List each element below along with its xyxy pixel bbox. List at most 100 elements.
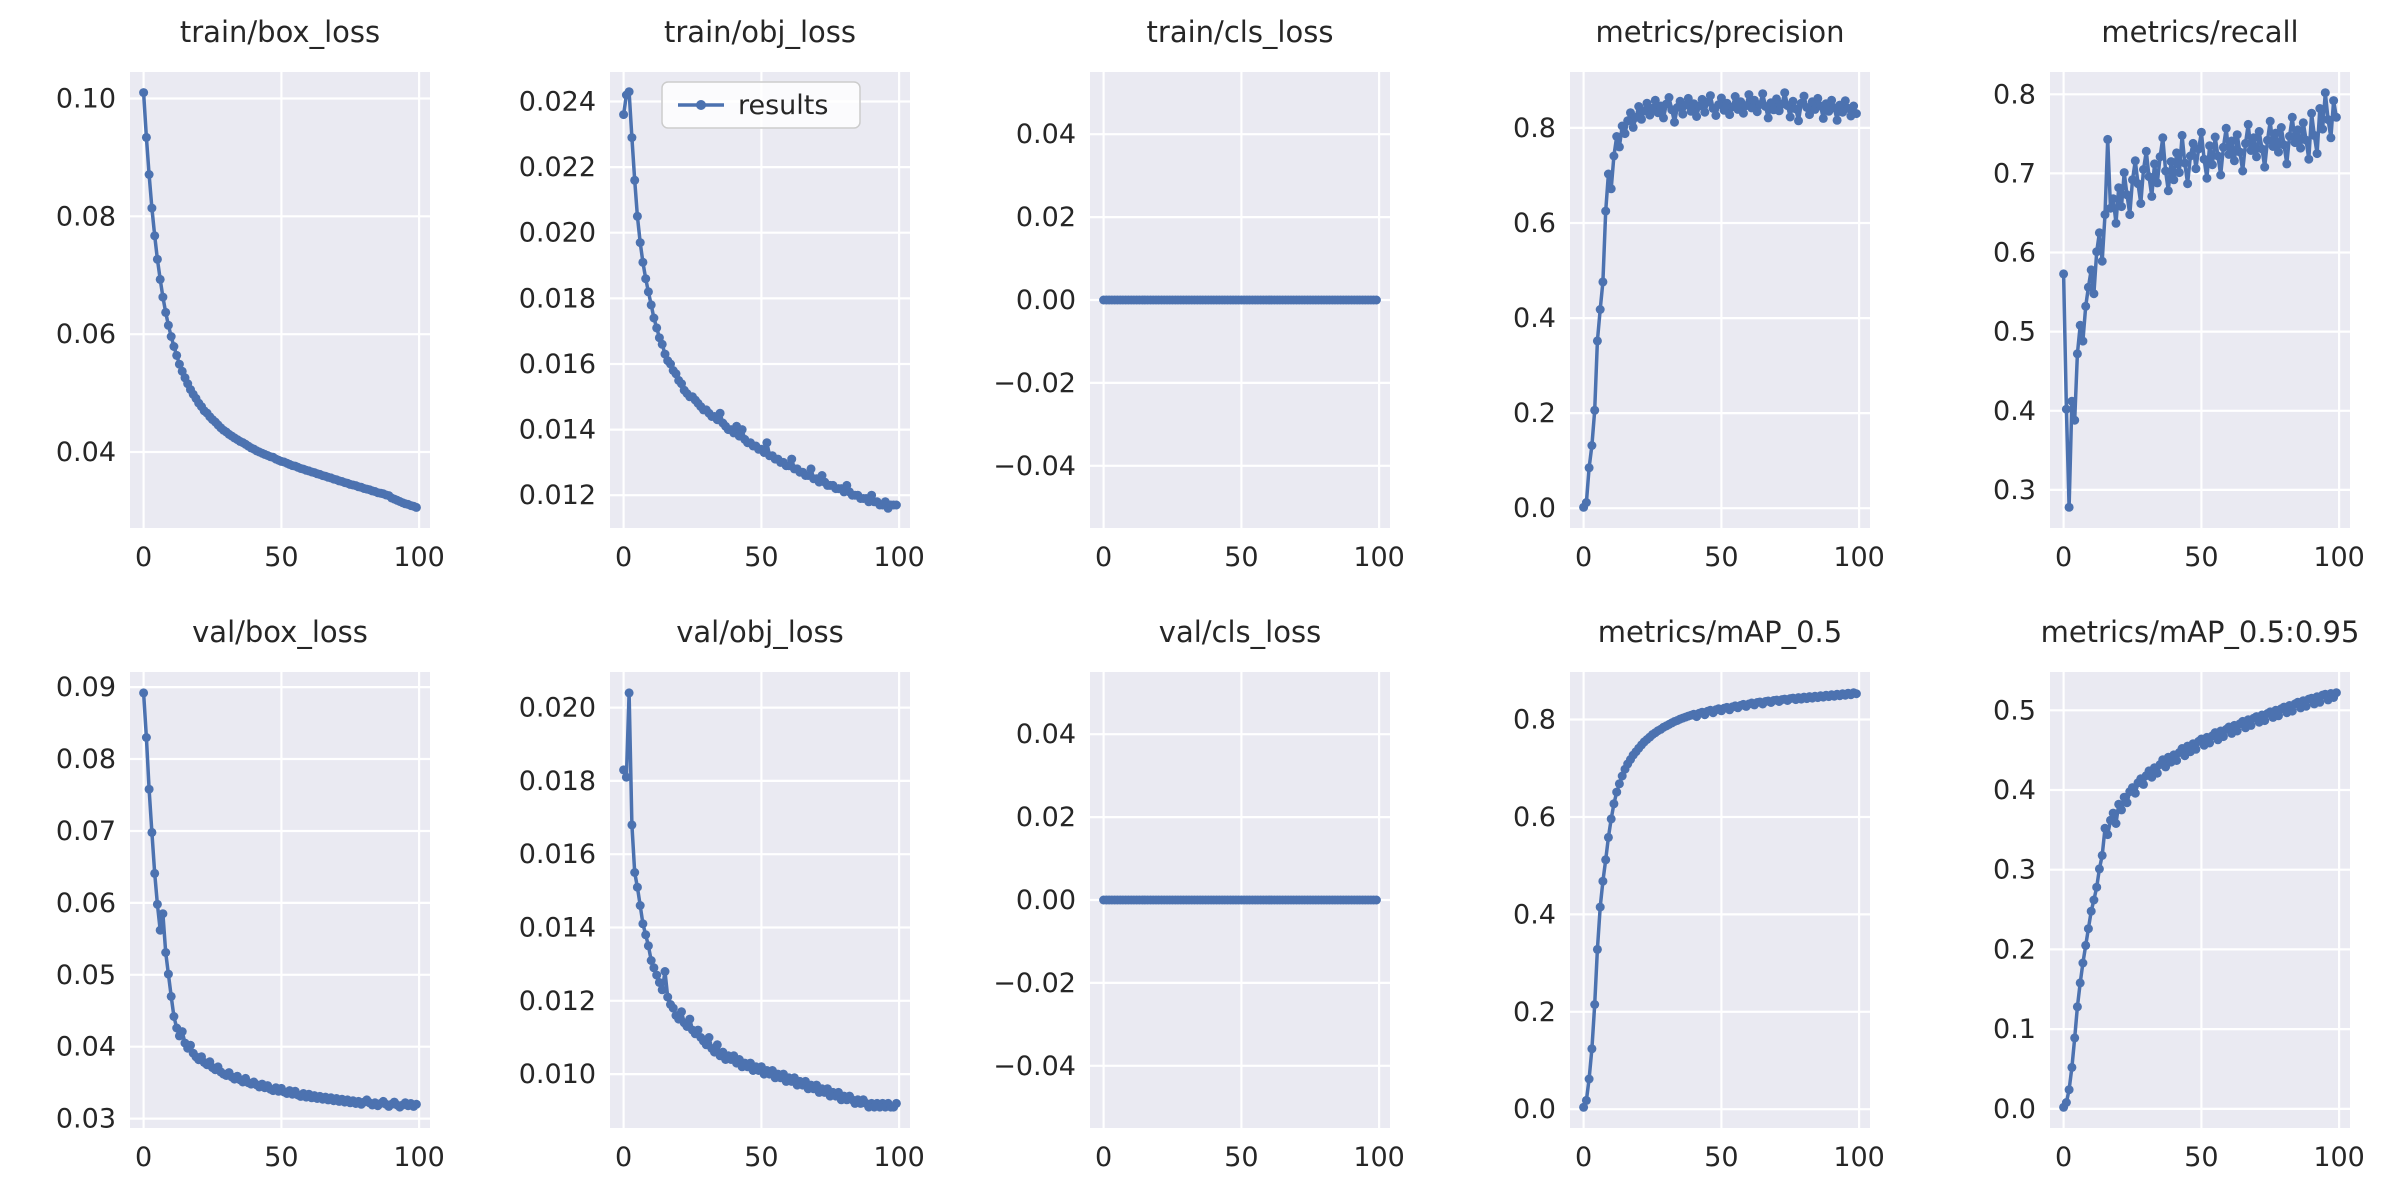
- svg-text:−0.02: −0.02: [993, 368, 1076, 399]
- svg-text:0.012: 0.012: [519, 480, 596, 511]
- svg-text:−0.02: −0.02: [993, 968, 1076, 999]
- svg-text:50: 50: [2184, 542, 2218, 573]
- svg-text:0.06: 0.06: [56, 888, 116, 919]
- chart-title: metrics/recall: [2101, 15, 2298, 49]
- chart-val-cls-loss: 0 50 100 −0.04 −0.02 0.00 0.02 0.04 val/cls_los…: [993, 615, 1405, 1173]
- svg-text:0.04: 0.04: [1016, 119, 1076, 150]
- svg-text:0: 0: [615, 1142, 632, 1173]
- svg-text:−0.04: −0.04: [993, 1051, 1076, 1082]
- svg-text:0.03: 0.03: [56, 1104, 116, 1135]
- data-series: [2059, 688, 2341, 1112]
- subplot-metrics-precision: 0 50 100 0.0 0.2 0.4 0.6 0.8 metrics/precision: [1440, 0, 1920, 600]
- svg-text:0.04: 0.04: [1016, 719, 1076, 750]
- grid-lines: [1570, 672, 1870, 1128]
- svg-text:0.8: 0.8: [1993, 79, 2036, 110]
- chart-title: val/cls_loss: [1159, 615, 1321, 649]
- svg-text:0: 0: [615, 542, 632, 573]
- chart-title: val/obj_loss: [676, 615, 844, 649]
- svg-text:50: 50: [2184, 1142, 2218, 1173]
- svg-text:100: 100: [1353, 1142, 1405, 1173]
- svg-text:0: 0: [1095, 1142, 1112, 1173]
- svg-text:0.3: 0.3: [1993, 475, 2036, 506]
- grid-lines: [610, 72, 910, 528]
- svg-text:50: 50: [744, 542, 778, 573]
- chart-title: metrics/mAP_0.5: [1598, 615, 1842, 649]
- subplot-metrics-map-0-5: 0 50 100 0.0 0.2 0.4 0.6 0.8 metrics/mAP_0.5: [1440, 600, 1920, 1200]
- svg-text:0.5: 0.5: [1993, 695, 2036, 726]
- svg-text:0: 0: [2055, 542, 2072, 573]
- svg-text:0.1: 0.1: [1993, 1014, 2036, 1045]
- chart-train-box-loss: 0 50 100 0.04 0.06 0.08 0.10 train/box_loss: [56, 15, 445, 574]
- tick-labels: 0 50 100 0.0 0.1 0.2 0.3 0.4 0.5: [1993, 695, 2365, 1173]
- svg-text:0.4: 0.4: [1993, 775, 2036, 806]
- svg-text:0.5: 0.5: [1993, 317, 2036, 348]
- grid-lines: [130, 72, 430, 528]
- grid-lines: [1570, 72, 1870, 528]
- data-series: [2059, 88, 2341, 512]
- svg-text:0: 0: [135, 542, 152, 573]
- data-series: [1579, 688, 1861, 1112]
- svg-text:0.07: 0.07: [56, 816, 116, 847]
- svg-text:0.018: 0.018: [519, 766, 596, 797]
- svg-text:0.04: 0.04: [56, 437, 116, 468]
- svg-text:0.6: 0.6: [1513, 802, 1556, 833]
- chart-train-cls-loss: 0 50 100 −0.04 −0.02 0.00 0.02 0.04 train/cls_l…: [993, 15, 1405, 573]
- subplot-metrics-recall: 0 50 100 0.3 0.4 0.5 0.6 0.7 0.8 metrics/recall: [1920, 0, 2400, 600]
- svg-text:100: 100: [1353, 542, 1405, 573]
- subplot-train-obj-loss: results 0 50 100 0.012 0.014 0.016 0.018 0.020 0…: [480, 0, 960, 600]
- svg-text:0.3: 0.3: [1993, 855, 2036, 886]
- svg-text:0.018: 0.018: [519, 283, 596, 314]
- svg-text:0.4: 0.4: [1513, 303, 1556, 334]
- svg-text:0.8: 0.8: [1513, 113, 1556, 144]
- svg-text:0.012: 0.012: [519, 986, 596, 1017]
- svg-text:0.10: 0.10: [56, 84, 116, 115]
- svg-text:0: 0: [1095, 542, 1112, 573]
- svg-text:0.014: 0.014: [519, 415, 596, 446]
- svg-text:0.4: 0.4: [1513, 899, 1556, 930]
- svg-text:0.010: 0.010: [519, 1059, 596, 1090]
- svg-text:0: 0: [1575, 542, 1592, 573]
- svg-text:0.016: 0.016: [519, 839, 596, 870]
- svg-text:0.022: 0.022: [519, 152, 596, 183]
- svg-text:0.02: 0.02: [1016, 802, 1076, 833]
- chart-metrics-map-0-5: 0 50 100 0.0 0.2 0.4 0.6 0.8 metrics/mAP_0.5: [1513, 615, 1885, 1173]
- svg-text:50: 50: [1704, 542, 1738, 573]
- legend-marker-icon: [696, 100, 706, 110]
- data-series: [1579, 88, 1861, 512]
- tick-labels: 0 50 100 0.04 0.06 0.08 0.10: [56, 84, 445, 574]
- legend-frame: [661, 81, 861, 129]
- tick-labels: 0 50 100 0.012 0.014 0.016 0.018 0.020 0.022 0.02…: [519, 87, 925, 574]
- svg-text:50: 50: [1224, 542, 1258, 573]
- chart-title: val/box_loss: [192, 615, 368, 649]
- svg-text:0.4: 0.4: [1993, 396, 2036, 427]
- svg-text:0.020: 0.020: [519, 218, 596, 249]
- tick-labels: 0 50 100 0.010 0.012 0.014 0.016 0.018 0.020: [519, 693, 925, 1173]
- legend-label: results: [738, 90, 828, 121]
- chart-title: train/obj_loss: [664, 15, 856, 49]
- svg-text:100: 100: [1833, 1142, 1885, 1173]
- svg-text:50: 50: [744, 1142, 778, 1173]
- svg-text:50: 50: [1704, 1142, 1738, 1173]
- chart-title: metrics/mAP_0.5:0.95: [2041, 615, 2360, 649]
- plot-area-bg: [610, 72, 910, 528]
- svg-text:100: 100: [2313, 542, 2365, 573]
- plot-area-bg: [610, 672, 910, 1128]
- tick-labels: 0 50 100 0.03 0.04 0.05 0.06 0.07 0.08 0.09: [56, 672, 445, 1173]
- chart-title: metrics/precision: [1595, 15, 1844, 49]
- svg-text:50: 50: [264, 542, 298, 573]
- svg-text:0: 0: [135, 1142, 152, 1173]
- svg-text:0.05: 0.05: [56, 960, 116, 991]
- svg-text:0.0: 0.0: [1513, 1094, 1556, 1125]
- svg-text:0.7: 0.7: [1993, 158, 2036, 189]
- svg-text:0.2: 0.2: [1513, 997, 1556, 1028]
- svg-text:50: 50: [1224, 1142, 1258, 1173]
- data-series: [1099, 895, 1381, 905]
- chart-metrics-map-0-5-0-95: 0 50 100 0.0 0.1 0.2 0.3 0.4 0.5 metrics/mAP_0.5…: [1993, 615, 2365, 1173]
- svg-text:−0.04: −0.04: [993, 451, 1076, 482]
- chart-title: train/cls_loss: [1147, 15, 1334, 49]
- svg-text:0.6: 0.6: [1513, 208, 1556, 239]
- svg-text:0.08: 0.08: [56, 201, 116, 232]
- chart-metrics-precision: 0 50 100 0.0 0.2 0.4 0.6 0.8 metrics/precision: [1513, 15, 1885, 573]
- data-series: [139, 688, 421, 1112]
